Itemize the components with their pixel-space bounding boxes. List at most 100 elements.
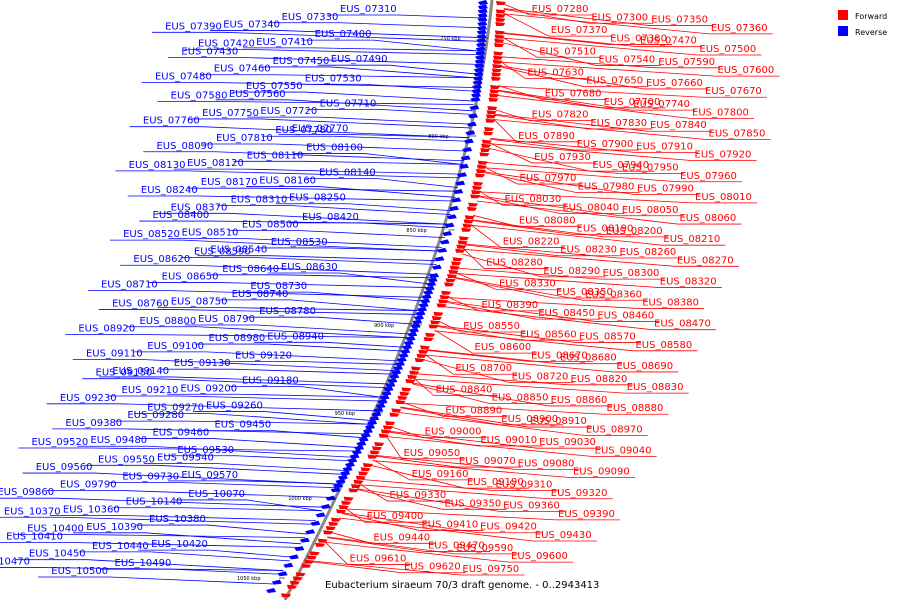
- legend-forward-swatch: [838, 10, 848, 20]
- forward-gene-label: EUS_07840: [650, 120, 707, 131]
- reverse-feature: [477, 4, 488, 10]
- forward-feature: [306, 555, 317, 560]
- reverse-feature: [412, 319, 423, 325]
- forward-feature: [431, 316, 442, 320]
- reverse-feature: [453, 189, 464, 194]
- reverse-leader-line: [200, 74, 477, 79]
- reverse-gene-label: EUS_08510: [182, 227, 239, 238]
- reverse-feature: [465, 130, 476, 136]
- reverse-feature: [354, 445, 365, 451]
- forward-feature: [490, 76, 501, 81]
- forward-feature: [369, 450, 380, 455]
- reverse-leader-line: [148, 282, 429, 288]
- forward-feature: [494, 38, 505, 43]
- reverse-feature: [477, 21, 488, 26]
- forward-feature: [433, 311, 444, 316]
- reverse-gene-label: EUS_08940: [267, 331, 324, 342]
- forward-feature: [441, 290, 452, 295]
- reverse-feature: [351, 449, 362, 455]
- reverse-gene-label: EUS_07480: [155, 72, 212, 83]
- forward-feature: [428, 324, 439, 329]
- reverse-feature: [434, 256, 445, 262]
- forward-leader-line: [453, 277, 619, 299]
- reverse-leader-line: [15, 559, 284, 572]
- forward-gene-label: EUS_09440: [373, 532, 430, 543]
- forward-gene-label: EUS_08570: [579, 332, 636, 343]
- forward-gene-label: EUS_07890: [518, 131, 575, 142]
- reverse-gene-label: EUS_09180: [242, 375, 299, 386]
- reverse-gene-label: EUS_10370: [4, 506, 61, 517]
- reverse-feature: [427, 277, 438, 283]
- forward-leader-line: [503, 8, 714, 26]
- forward-feature: [353, 479, 364, 484]
- forward-gene-label: EUS_08200: [606, 226, 663, 237]
- reverse-feature: [477, 12, 488, 18]
- reverse-feature: [463, 138, 474, 144]
- forward-gene-label: EUS_08380: [642, 298, 699, 309]
- forward-feature: [328, 521, 339, 526]
- forward-feature: [456, 244, 467, 249]
- reverse-leader-line: [167, 393, 384, 398]
- reverse-gene-label: EUS_07450: [273, 56, 330, 67]
- forward-feature: [493, 51, 504, 56]
- reverse-leader-line: [99, 376, 390, 385]
- forward-feature: [471, 190, 482, 194]
- forward-gene-label: EUS_09610: [350, 553, 407, 564]
- reverse-feature: [420, 298, 431, 304]
- reverse-gene-label: EUS_10490: [115, 558, 172, 569]
- forward-leader-line: [502, 32, 703, 48]
- reverse-gene-label: EUS_07780: [275, 125, 332, 136]
- forward-gene-label: EUS_09620: [404, 562, 461, 573]
- forward-gene-label: EUS_07590: [658, 57, 715, 68]
- reverse-feature: [337, 474, 348, 480]
- reverse-feature: [283, 562, 294, 568]
- scale-tick-label: 750 kbp: [440, 36, 460, 42]
- forward-leader-line: [436, 325, 641, 343]
- forward-feature: [485, 118, 496, 123]
- forward-gene-label: EUS_08850: [492, 393, 549, 404]
- forward-gene-label: EUS_09590: [456, 543, 513, 554]
- forward-leader-line: [503, 12, 613, 37]
- reverse-feature: [474, 58, 485, 64]
- reverse-leader-line: [133, 412, 370, 425]
- forward-gene-label: EUS_08890: [445, 406, 502, 417]
- reverse-feature: [407, 331, 418, 337]
- reverse-feature: [437, 247, 448, 253]
- reverse-feature: [476, 42, 487, 47]
- reverse-leader-line: [38, 576, 275, 585]
- forward-feature: [351, 484, 362, 488]
- leader-line-layer: [0, 3, 780, 585]
- forward-feature: [449, 265, 460, 270]
- forward-gene-label: EUS_09330: [389, 490, 446, 501]
- forward-feature: [483, 131, 494, 136]
- forward-gene-label: EUS_08300: [603, 268, 660, 279]
- reverse-leader-line: [127, 195, 455, 202]
- forward-leader-line: [478, 191, 758, 204]
- reverse-leader-line: [52, 428, 366, 435]
- forward-leader-line: [461, 253, 606, 278]
- reverse-gene-label: EUS_08240: [141, 185, 198, 196]
- forward-feature: [463, 219, 474, 224]
- forward-gene-label: EUS_09030: [539, 437, 596, 448]
- forward-gene-label: EUS_09320: [551, 488, 608, 499]
- reverse-feature: [458, 163, 469, 169]
- reverse-gene-label: EUS_10360: [63, 504, 120, 515]
- reverse-leader-line: [288, 222, 448, 229]
- reverse-gene-label: EUS_08120: [187, 158, 244, 169]
- forward-feature: [341, 500, 352, 505]
- forward-leader-line: [494, 113, 712, 132]
- forward-gene-label: EUS_08360: [585, 289, 642, 300]
- reverse-leader-line: [129, 126, 469, 139]
- forward-gene-label: EUS_08680: [560, 353, 617, 364]
- reverse-gene-label: EUS_07550: [246, 81, 303, 92]
- reverse-leader-line: [301, 39, 480, 52]
- forward-leader-line: [471, 219, 668, 238]
- forward-leader-line: [464, 243, 682, 259]
- forward-leader-line: [471, 220, 639, 236]
- forward-gene-label: EUS_08390: [481, 300, 538, 311]
- forward-feature: [484, 127, 495, 131]
- forward-leader-line: [385, 435, 466, 460]
- reverse-leader-line: [126, 326, 410, 339]
- forward-leader-line: [454, 276, 648, 301]
- forward-leader-line: [472, 214, 581, 227]
